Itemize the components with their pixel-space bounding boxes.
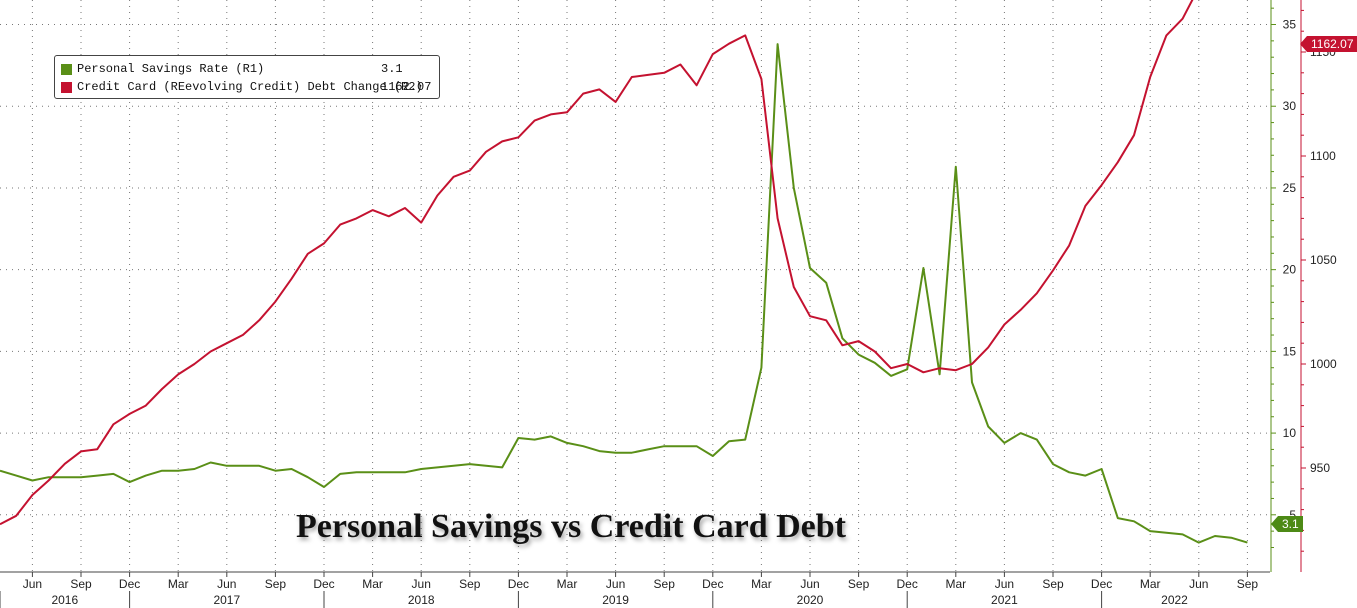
chart-title: Personal Savings vs Credit Card Debt <box>296 508 846 545</box>
year-label: 2018 <box>408 593 435 607</box>
year-label: 2016 <box>51 593 78 607</box>
year-label: 2020 <box>797 593 824 607</box>
r1-tick-label: 10 <box>1283 426 1297 440</box>
x-tick-label: Jun <box>412 577 431 591</box>
x-tick-label: Dec <box>897 577 918 591</box>
legend-swatch-savings <box>61 63 72 75</box>
r1-tick-label: 25 <box>1283 181 1297 195</box>
x-tick-label: Dec <box>702 577 723 591</box>
r1-tick-label: 5 <box>1289 508 1296 522</box>
x-tick-label: Mar <box>945 577 966 591</box>
last-value-badge-savings: 3.1 <box>1271 516 1303 532</box>
series-line-savings-rate <box>0 43 1248 544</box>
legend: Personal Savings Rate (R1) 3.1 Credit Ca… <box>54 55 440 99</box>
r1-tick-label: 20 <box>1283 263 1297 277</box>
x-tick-label: Mar <box>362 577 383 591</box>
x-tick-label: Sep <box>1237 577 1259 591</box>
x-tick-label: Sep <box>848 577 870 591</box>
x-tick-label: Jun <box>1189 577 1208 591</box>
series-line-credit-card-debt <box>0 0 1194 526</box>
legend-row-credit: Credit Card (REevolving Credit) Debt Cha… <box>61 78 423 96</box>
legend-swatch-credit <box>61 81 72 93</box>
x-tick-label: Sep <box>1042 577 1064 591</box>
legend-value-savings: 3.1 <box>381 62 403 76</box>
x-tick-label: Jun <box>995 577 1014 591</box>
r1-tick-label: 35 <box>1283 18 1297 32</box>
x-tick-label: Jun <box>217 577 236 591</box>
year-label: 2017 <box>213 593 240 607</box>
series-layer <box>0 0 1248 544</box>
r1-tick-label: 15 <box>1283 344 1297 358</box>
x-tick-label: Mar <box>1140 577 1161 591</box>
x-tick-label: Jun <box>800 577 819 591</box>
legend-label-credit: Credit Card (REevolving Credit) Debt Cha… <box>77 80 423 94</box>
x-tick-label: Dec <box>508 577 529 591</box>
x-tick-label: Sep <box>70 577 92 591</box>
r2-tick-label: 950 <box>1310 461 1330 475</box>
r2-tick-label: 1100 <box>1310 149 1336 163</box>
x-tick-label: Mar <box>751 577 772 591</box>
last-value-badge-credit: 1162.07 <box>1300 36 1357 52</box>
year-label: 2022 <box>1161 593 1188 607</box>
x-tick-label: Mar <box>168 577 189 591</box>
legend-label-savings: Personal Savings Rate (R1) <box>77 62 265 76</box>
x-tick-label: Sep <box>265 577 287 591</box>
x-tick-label: Dec <box>119 577 140 591</box>
x-tick-label: Dec <box>1091 577 1112 591</box>
r2-tick-label: 1000 <box>1310 357 1337 371</box>
year-label: 2019 <box>602 593 629 607</box>
x-tick-label: Dec <box>313 577 334 591</box>
x-tick-label: Mar <box>557 577 578 591</box>
year-label: 2021 <box>991 593 1018 607</box>
x-tick-label: Sep <box>654 577 676 591</box>
x-tick-label: Jun <box>606 577 625 591</box>
x-tick-label: Sep <box>459 577 481 591</box>
legend-value-credit: 1162.07 <box>381 80 432 94</box>
r2-tick-label: 1050 <box>1310 253 1337 267</box>
x-tick-label: Jun <box>23 577 42 591</box>
legend-row-savings: Personal Savings Rate (R1) <box>61 60 264 78</box>
r1-tick-label: 30 <box>1283 99 1297 113</box>
